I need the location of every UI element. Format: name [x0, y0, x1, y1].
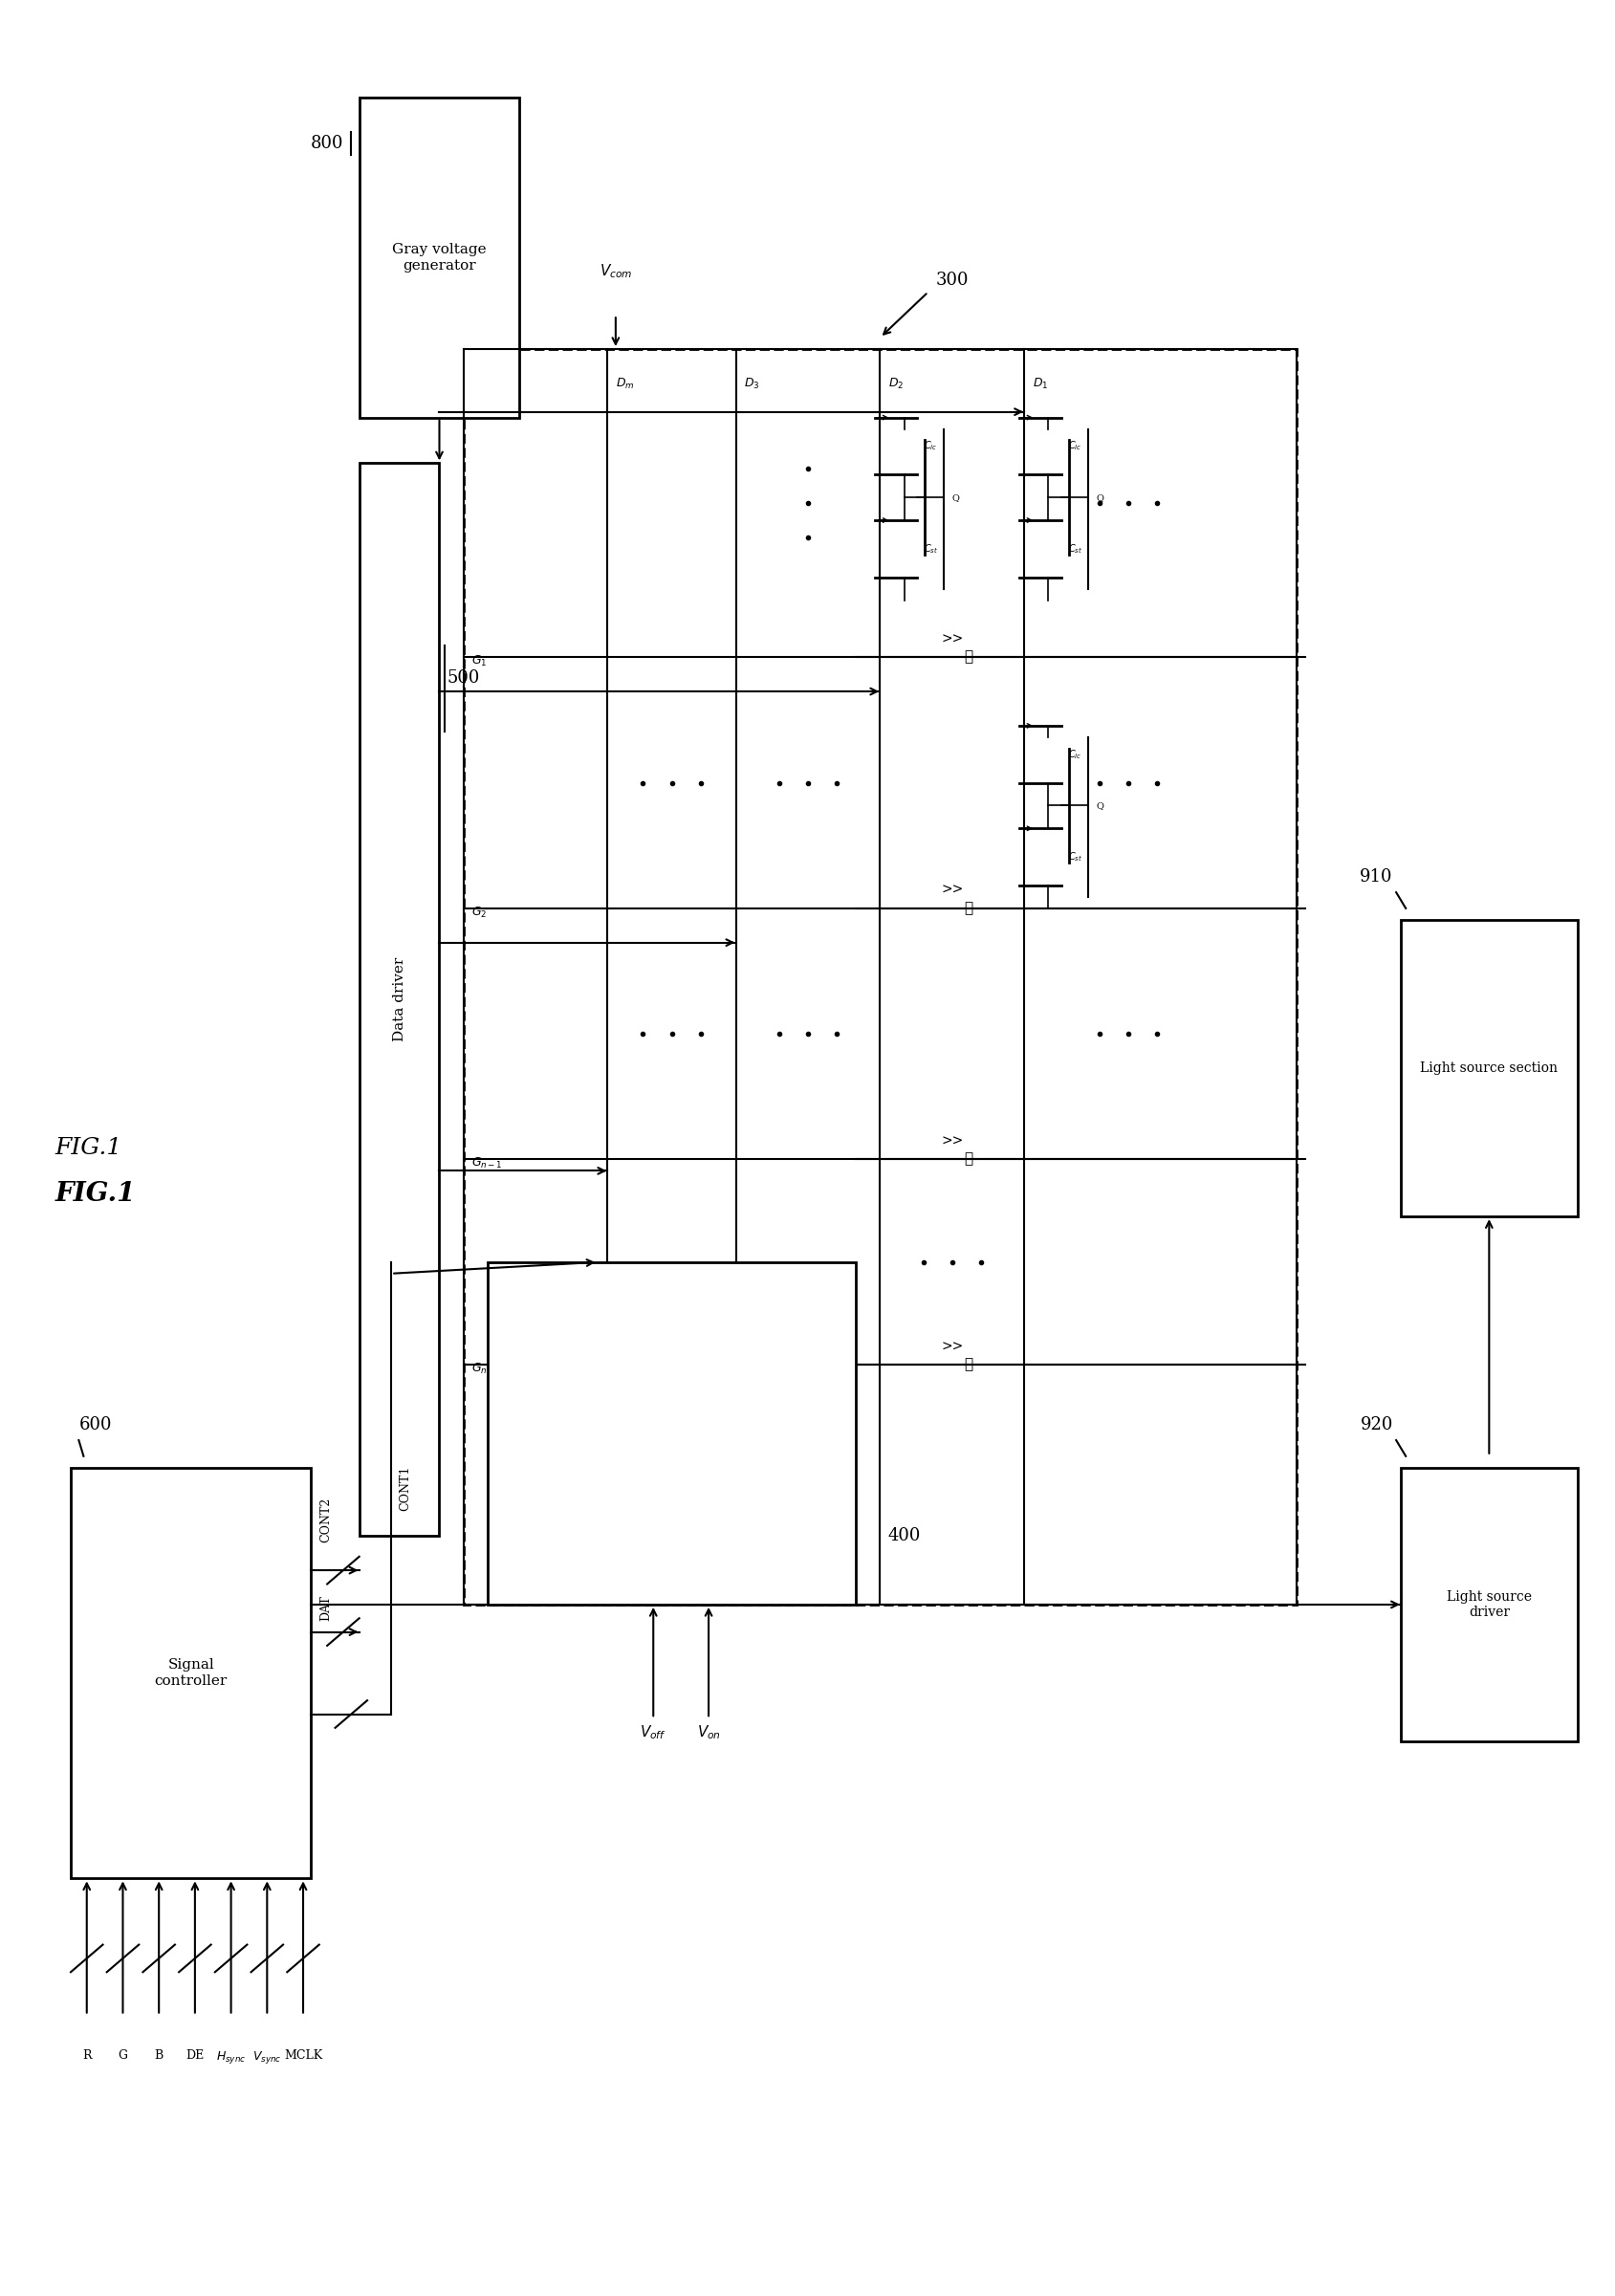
Text: $V_{sync}$: $V_{sync}$: [252, 2050, 281, 2066]
Text: 300: 300: [935, 271, 969, 289]
Text: 400: 400: [888, 1527, 921, 1545]
Text: Q: Q: [1097, 801, 1103, 810]
Text: $G_{n-1}$: $G_{n-1}$: [472, 1157, 502, 1171]
Text: R: R: [82, 2050, 92, 2062]
Text: Light source section: Light source section: [1420, 1061, 1557, 1075]
Text: ≫: ≫: [963, 1359, 972, 1371]
Text: $C_{lc}$: $C_{lc}$: [1068, 748, 1080, 760]
Text: 800: 800: [310, 135, 342, 152]
Text: ≫: ≫: [963, 650, 972, 664]
Text: $G_n$: $G_n$: [472, 1362, 488, 1375]
Text: 600: 600: [79, 1417, 111, 1433]
Text: ≫: ≫: [963, 1153, 972, 1166]
Text: $D_3$: $D_3$: [743, 377, 759, 390]
Text: 500: 500: [447, 668, 480, 687]
Text: >>: >>: [940, 1134, 963, 1148]
Text: 910: 910: [1360, 868, 1392, 886]
Text: Light source
driver: Light source driver: [1445, 1591, 1531, 1619]
Text: CONT1: CONT1: [399, 1465, 412, 1511]
Text: Gate driver: Gate driver: [630, 1426, 714, 1440]
Text: $C_{st}$: $C_{st}$: [1068, 850, 1082, 863]
Text: Signal
controller: Signal controller: [155, 1658, 228, 1688]
Text: Q: Q: [951, 494, 959, 503]
Text: Q: Q: [1097, 494, 1103, 503]
Text: FIG.1: FIG.1: [55, 1180, 136, 1208]
Text: FIG.1: FIG.1: [55, 1137, 121, 1159]
Text: >>: >>: [940, 1341, 963, 1352]
Text: DE: DE: [186, 2050, 203, 2062]
Text: >>: >>: [940, 631, 963, 645]
Bar: [71, 1467, 312, 1878]
Text: $D_2$: $D_2$: [888, 377, 903, 390]
Text: $C_{lc}$: $C_{lc}$: [1068, 439, 1080, 452]
Text: $C_{st}$: $C_{st}$: [922, 542, 937, 556]
Bar: [1400, 921, 1576, 1217]
Text: MCLK: MCLK: [284, 2050, 321, 2062]
Bar: [488, 1263, 856, 1605]
Text: CONT2: CONT2: [320, 1497, 331, 1543]
Bar: [359, 464, 439, 1536]
Text: $V_{on}$: $V_{on}$: [696, 1724, 720, 1740]
Text: $C_{lc}$: $C_{lc}$: [922, 439, 937, 452]
Bar: [464, 349, 1295, 1605]
Text: $H_{sync}$: $H_{sync}$: [216, 2050, 245, 2066]
Text: 920: 920: [1360, 1417, 1392, 1433]
Text: $G_1$: $G_1$: [472, 654, 486, 668]
Text: $G_2$: $G_2$: [472, 905, 486, 921]
Text: Gray voltage
generator: Gray voltage generator: [392, 243, 486, 273]
Bar: [1400, 1467, 1576, 1740]
Text: >>: >>: [940, 884, 963, 898]
Text: $C_{st}$: $C_{st}$: [1068, 542, 1082, 556]
Text: Data driver: Data driver: [392, 957, 405, 1042]
Text: G: G: [118, 2050, 128, 2062]
Bar: [359, 99, 518, 418]
Text: $V_{com}$: $V_{com}$: [599, 262, 631, 280]
Text: DAT: DAT: [320, 1596, 331, 1621]
Text: B: B: [155, 2050, 163, 2062]
Text: $V_{off}$: $V_{off}$: [640, 1724, 667, 1740]
Text: $D_1$: $D_1$: [1032, 377, 1048, 390]
Text: ≫: ≫: [963, 902, 972, 916]
Text: $D_m$: $D_m$: [615, 377, 635, 390]
